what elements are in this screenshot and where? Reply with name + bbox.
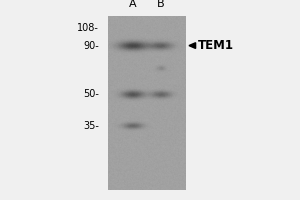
- Text: TEM1: TEM1: [198, 39, 234, 52]
- Text: 90-: 90-: [83, 41, 99, 51]
- Text: A: A: [129, 0, 137, 9]
- Text: 108-: 108-: [77, 23, 99, 33]
- Text: B: B: [157, 0, 165, 9]
- Text: 35-: 35-: [83, 121, 99, 131]
- Polygon shape: [189, 43, 196, 48]
- Text: 50-: 50-: [83, 89, 99, 99]
